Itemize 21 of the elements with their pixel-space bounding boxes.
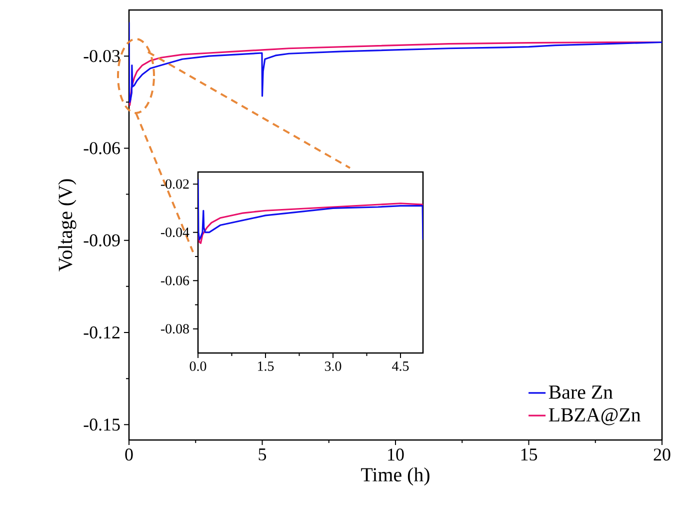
legend-label: Bare Zn <box>548 386 613 399</box>
x-tick-label: 15 <box>521 448 538 461</box>
legend-label: LBZA@Zn <box>548 408 641 426</box>
x-tick-label: 0.0 <box>190 362 206 371</box>
y-tick-label: -0.06 <box>84 142 120 154</box>
y-tick-label: -0.03 <box>84 50 120 62</box>
x-tick-label: 5 <box>258 448 266 460</box>
y-tick-label: -0.06 <box>160 276 190 286</box>
y-tick-label: -0.12 <box>84 326 120 339</box>
x-tick-label: 20 <box>654 448 670 461</box>
y-tick-label: -0.08 <box>160 324 189 334</box>
x-tick-label: 4.5 <box>392 362 409 371</box>
x-tick-label: 1.5 <box>258 362 274 371</box>
y-tick-label: -0.04 <box>160 228 190 238</box>
x-tick-label: 0 <box>125 448 133 461</box>
y-axis-title: Voltage (V) <box>58 179 76 272</box>
x-tick-label: 10 <box>388 448 404 461</box>
y-tick-label: -0.15 <box>84 418 120 431</box>
x-axis-title: Time (h) <box>361 467 430 486</box>
y-tick-label: -0.09 <box>84 234 120 246</box>
x-tick-label: 3.0 <box>324 362 342 371</box>
